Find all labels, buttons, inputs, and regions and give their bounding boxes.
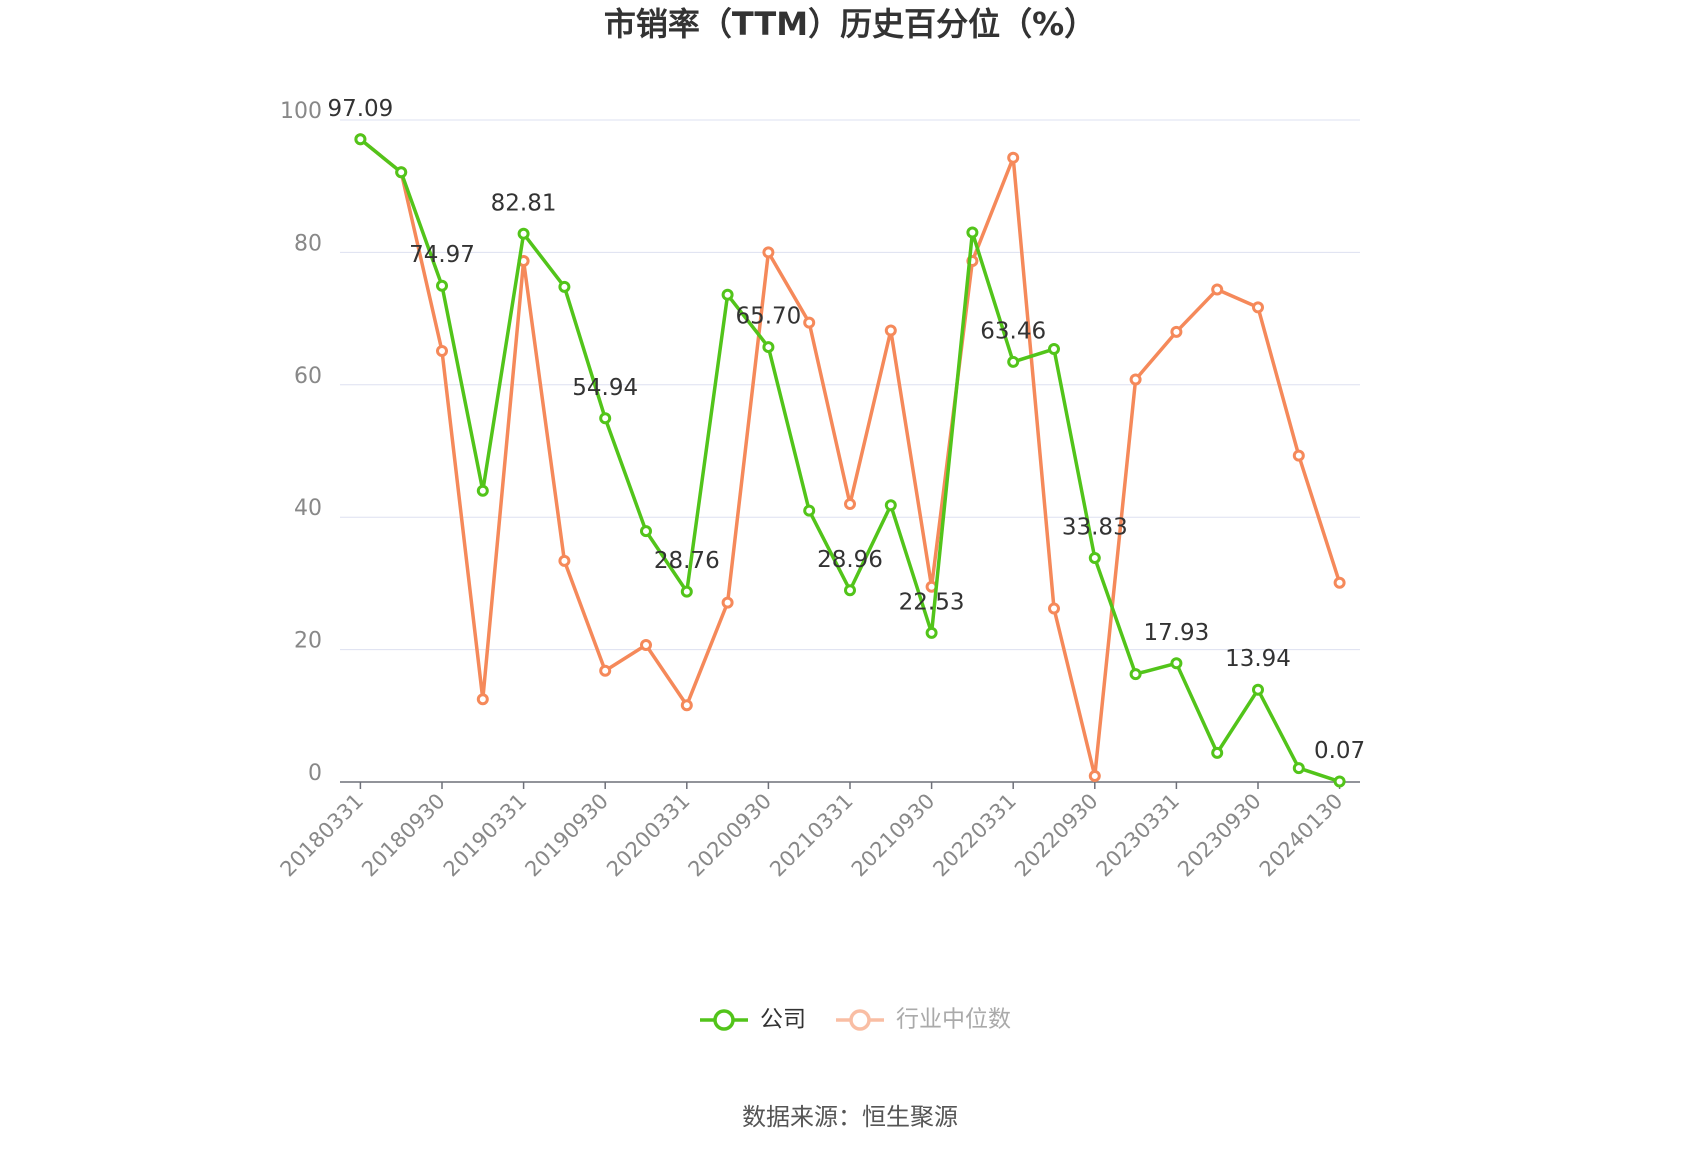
point <box>762 341 775 354</box>
y-tick-label: 40 <box>294 496 322 521</box>
x-tick-label: 20190930 <box>520 789 613 882</box>
x-tick-label: 20210331 <box>765 789 858 882</box>
data-label: 54.94 <box>572 375 638 401</box>
point <box>884 324 897 337</box>
point <box>1129 373 1142 386</box>
point <box>680 699 693 712</box>
point <box>1088 770 1101 783</box>
point <box>436 345 448 358</box>
point <box>1129 668 1142 681</box>
point <box>1170 657 1183 670</box>
point <box>1048 602 1060 615</box>
data-label: 63.46 <box>980 318 1046 344</box>
data-label: 0.07 <box>1314 738 1365 764</box>
data-label: 33.83 <box>1062 515 1128 541</box>
y-tick-label: 100 <box>280 99 322 124</box>
point <box>1211 283 1224 296</box>
source-note: 数据来源：恒生聚源 <box>742 1103 958 1131</box>
point <box>844 584 856 597</box>
data-label: 65.70 <box>735 304 801 330</box>
data-label: 28.96 <box>817 547 883 573</box>
point <box>803 504 816 517</box>
y-tick-label: 60 <box>294 364 322 389</box>
point <box>1007 151 1020 164</box>
point <box>1007 355 1020 368</box>
point <box>1252 683 1264 696</box>
point <box>680 585 693 598</box>
legend-item: 公司 <box>700 1007 806 1033</box>
y-tick-label: 0 <box>308 761 322 786</box>
point <box>721 288 734 301</box>
point <box>1292 449 1305 462</box>
point <box>762 246 775 259</box>
x-tick-label: 20220331 <box>928 789 1021 882</box>
point <box>476 693 489 706</box>
point <box>1211 746 1224 759</box>
point <box>640 525 652 538</box>
legend-marker <box>849 1009 871 1031</box>
legend-marker <box>713 1009 735 1031</box>
y-tick-label: 20 <box>294 629 322 654</box>
point <box>1170 325 1183 338</box>
data-label: 97.09 <box>327 96 393 122</box>
point <box>517 227 530 240</box>
data-label: 13.94 <box>1225 646 1291 672</box>
x-tick-label: 20180930 <box>357 789 450 882</box>
point <box>925 626 938 639</box>
data-label: 17.93 <box>1143 620 1209 646</box>
x-tick-label: 20230930 <box>1173 789 1266 882</box>
series-line <box>359 137 1341 784</box>
data-label: 22.53 <box>899 589 965 615</box>
point <box>558 554 571 567</box>
point <box>884 499 897 512</box>
point <box>844 497 856 510</box>
x-tick-label: 20180331 <box>276 789 369 882</box>
point <box>1333 576 1346 589</box>
point <box>599 412 612 425</box>
y-tick-label: 80 <box>294 231 322 256</box>
series-line <box>359 137 1342 778</box>
point <box>476 484 489 497</box>
point <box>1048 343 1060 356</box>
point <box>354 133 367 146</box>
x-tick-label: 20240130 <box>1255 789 1348 882</box>
x-tick-label: 20200331 <box>602 789 695 882</box>
point <box>558 280 571 293</box>
point <box>721 596 734 609</box>
point <box>966 226 979 239</box>
data-label: 74.97 <box>409 242 475 268</box>
x-tick-label: 20230331 <box>1092 789 1185 882</box>
data-label: 28.76 <box>654 548 720 574</box>
data-label: 82.81 <box>491 190 557 216</box>
point <box>1088 552 1101 565</box>
point <box>436 279 448 292</box>
point <box>1292 762 1305 775</box>
legend-label: 公司 <box>760 1007 806 1033</box>
x-tick-label: 20210930 <box>847 789 940 882</box>
point <box>1252 301 1264 314</box>
chart-title: 市销率（TTM）历史百分位（%） <box>604 5 1096 43</box>
point <box>640 638 652 651</box>
x-tick-label: 20200930 <box>684 789 777 882</box>
point <box>1333 775 1346 788</box>
point <box>803 316 816 329</box>
x-tick-label: 20190331 <box>439 789 532 882</box>
legend-item: 行业中位数 <box>836 1007 1011 1033</box>
point <box>395 166 408 179</box>
x-tick-label: 20220930 <box>1010 789 1103 882</box>
legend-label: 行业中位数 <box>896 1007 1011 1033</box>
point <box>599 664 612 677</box>
